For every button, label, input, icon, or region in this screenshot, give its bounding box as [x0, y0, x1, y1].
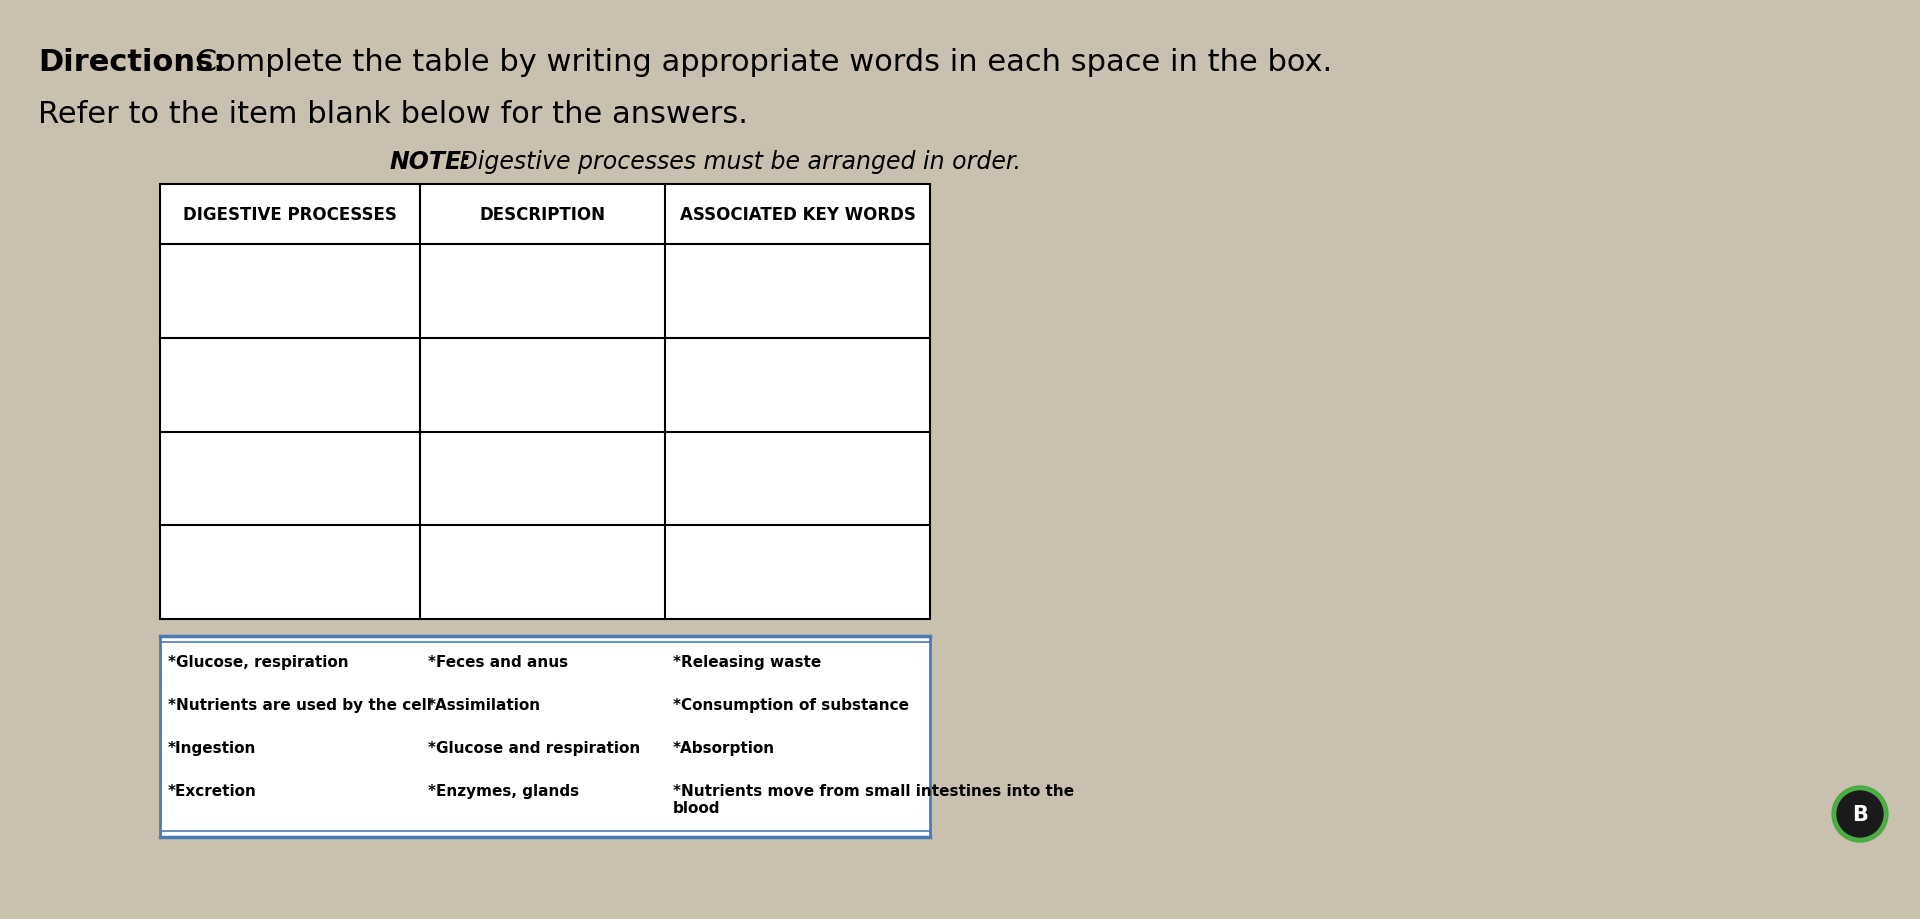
Text: *Nutrients move from small intestines into the
blood: *Nutrients move from small intestines in…: [674, 783, 1073, 815]
Bar: [159, 185, 929, 619]
Text: ASSOCIATED KEY WORDS: ASSOCIATED KEY WORDS: [680, 206, 916, 223]
Text: *Ingestion: *Ingestion: [169, 740, 257, 755]
Circle shape: [1837, 791, 1884, 837]
Text: DIGESTIVE PROCESSES: DIGESTIVE PROCESSES: [182, 206, 397, 223]
Text: DESCRIPTION: DESCRIPTION: [480, 206, 605, 223]
Text: NOTE:: NOTE:: [390, 150, 472, 174]
Text: *Enzymes, glands: *Enzymes, glands: [428, 783, 580, 799]
Text: *Excretion: *Excretion: [169, 783, 257, 799]
Text: *Glucose, respiration: *Glucose, respiration: [169, 654, 349, 669]
Text: Directions:: Directions:: [38, 48, 225, 77]
Text: Refer to the item blank below for the answers.: Refer to the item blank below for the an…: [38, 100, 749, 129]
Text: *Glucose and respiration: *Glucose and respiration: [428, 740, 639, 755]
Text: *Feces and anus: *Feces and anus: [428, 654, 568, 669]
Text: B: B: [1853, 804, 1868, 824]
Text: *Nutrients are used by the cell: *Nutrients are used by the cell: [169, 698, 432, 712]
Text: *Absorption: *Absorption: [674, 740, 776, 755]
Text: *Consumption of substance: *Consumption of substance: [674, 698, 908, 712]
Text: Digestive processes must be arranged in order.: Digestive processes must be arranged in …: [451, 150, 1021, 174]
Bar: [159, 636, 929, 837]
Text: *Assimilation: *Assimilation: [428, 698, 541, 712]
Circle shape: [1832, 786, 1887, 842]
Text: *Releasing waste: *Releasing waste: [674, 654, 822, 669]
Text: Complete the table by writing appropriate words in each space in the box.: Complete the table by writing appropriat…: [186, 48, 1332, 77]
